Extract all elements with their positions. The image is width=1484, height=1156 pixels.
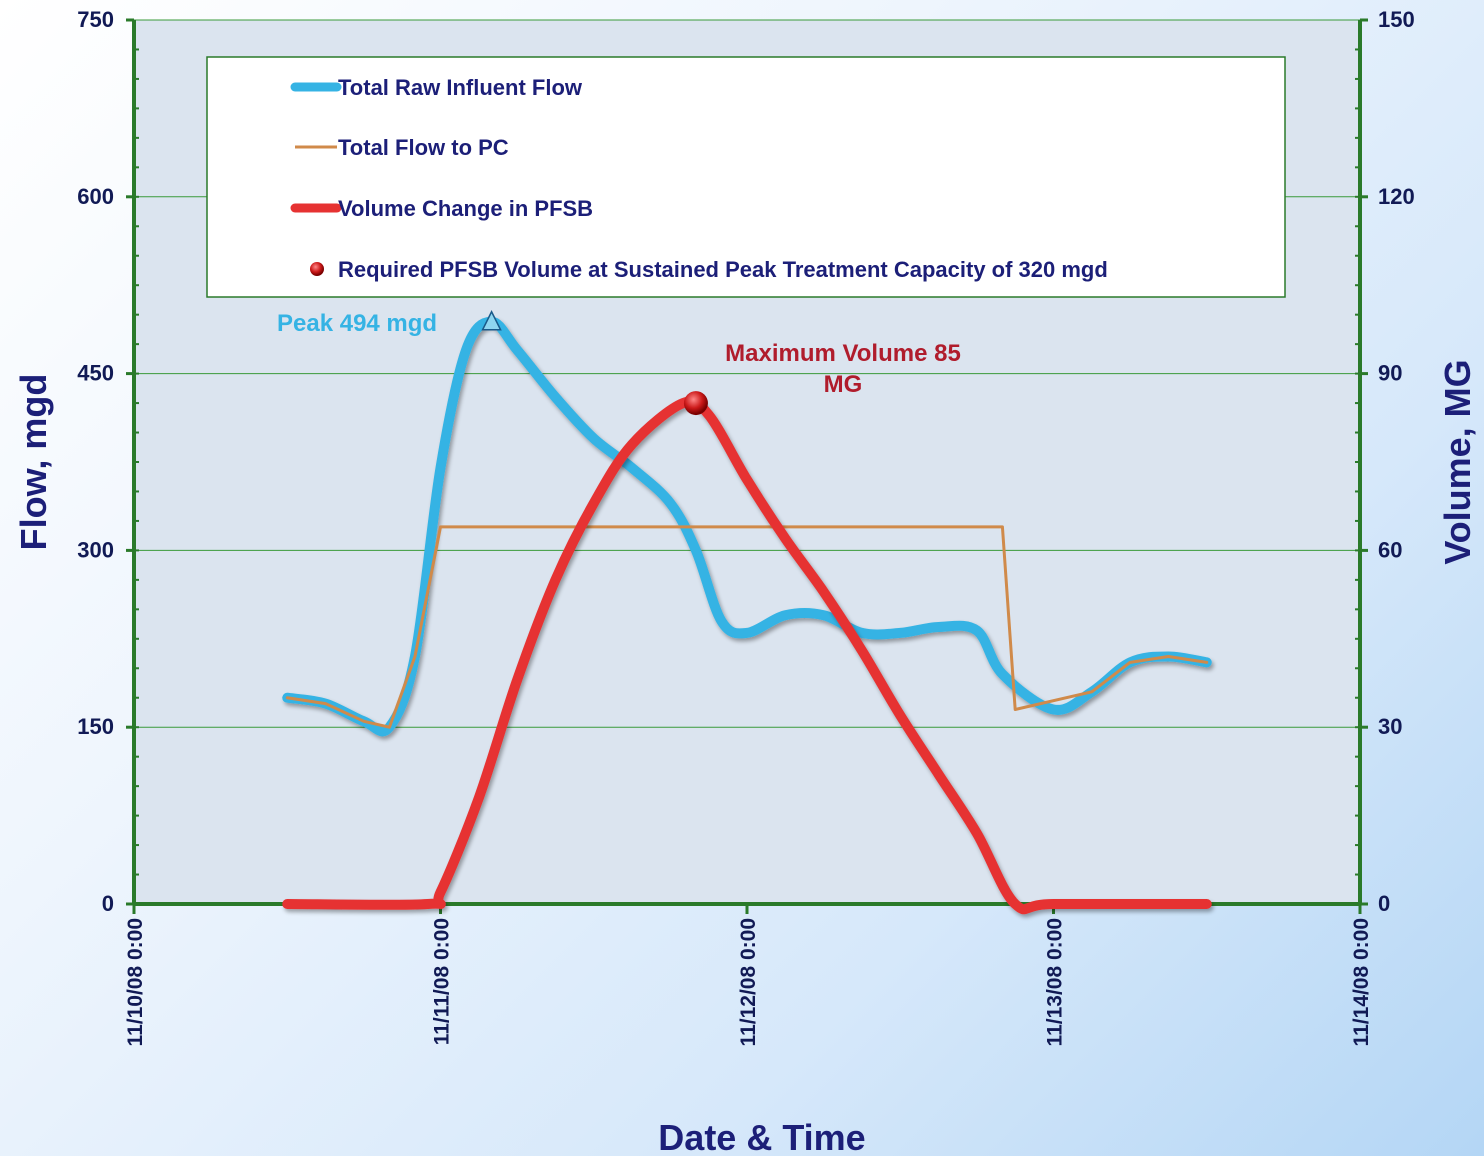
y-tick-label-right-90: 90 bbox=[1378, 361, 1402, 386]
legend-label-required-volume: Required PFSB Volume at Sustained Peak T… bbox=[338, 257, 1108, 282]
x-tick-label-11/10/08 0:00: 11/10/08 0:00 bbox=[124, 918, 147, 1046]
y-tick-label-left-0: 0 bbox=[102, 891, 114, 916]
y-tick-label-left-600: 600 bbox=[77, 184, 114, 209]
series-layer bbox=[282, 316, 1212, 915]
y-tick-label-right-60: 60 bbox=[1378, 537, 1402, 562]
legend: Total Raw Influent Flow Total Flow to PC… bbox=[206, 56, 1286, 298]
y-tick-label-left-750: 750 bbox=[77, 7, 114, 32]
series-flow-to-pc-line bbox=[285, 525, 1209, 729]
y-tick-label-right-0: 0 bbox=[1378, 891, 1390, 916]
y-tick-label-right-30: 30 bbox=[1378, 714, 1402, 739]
y-tick-label-left-300: 300 bbox=[77, 537, 114, 562]
axis-ticks: 0 150 300 450 600 750 0 30 60 90 120 150 11/10/08 0:… bbox=[77, 7, 1414, 1046]
peak-annotation: Peak 494 mgd bbox=[277, 310, 437, 337]
x-tick-label-11/12/08 0:00: 11/12/08 0:00 bbox=[737, 918, 760, 1046]
y-tick-label-right-120: 120 bbox=[1378, 184, 1415, 209]
legend-label-raw-influent: Total Raw Influent Flow bbox=[338, 75, 583, 100]
y-axis-right-title: Volume, MG bbox=[1437, 359, 1478, 564]
max-volume-annotation-line1: Maximum Volume 85 bbox=[725, 340, 961, 367]
legend-label-volume-change: Volume Change in PFSB bbox=[338, 196, 593, 221]
series-volume-change-line bbox=[282, 396, 1212, 915]
max-volume-point bbox=[683, 391, 708, 416]
x-tick-label-11/13/08 0:00: 11/13/08 0:00 bbox=[1044, 918, 1067, 1046]
x-tick-label-11/14/08 0:00: 11/14/08 0:00 bbox=[1350, 918, 1373, 1046]
legend-box bbox=[206, 56, 1286, 298]
y-tick-label-left-150: 150 bbox=[77, 714, 114, 739]
x-axis-title: Date & Time bbox=[658, 1117, 865, 1156]
legend-label-flow-to-pc: Total Flow to PC bbox=[338, 135, 509, 160]
y-tick-label-right-150: 150 bbox=[1378, 7, 1415, 32]
y-tick-label-left-450: 450 bbox=[77, 361, 114, 386]
x-tick-label-11/11/08 0:00: 11/11/08 0:00 bbox=[431, 918, 454, 1045]
legend-marker-required-volume bbox=[310, 262, 324, 276]
peak-flow-marker bbox=[481, 310, 502, 331]
marker-layer bbox=[481, 310, 708, 416]
y-axis-left-title: Flow, mgd bbox=[13, 374, 54, 551]
max-volume-annotation-line2: MG bbox=[824, 371, 863, 398]
